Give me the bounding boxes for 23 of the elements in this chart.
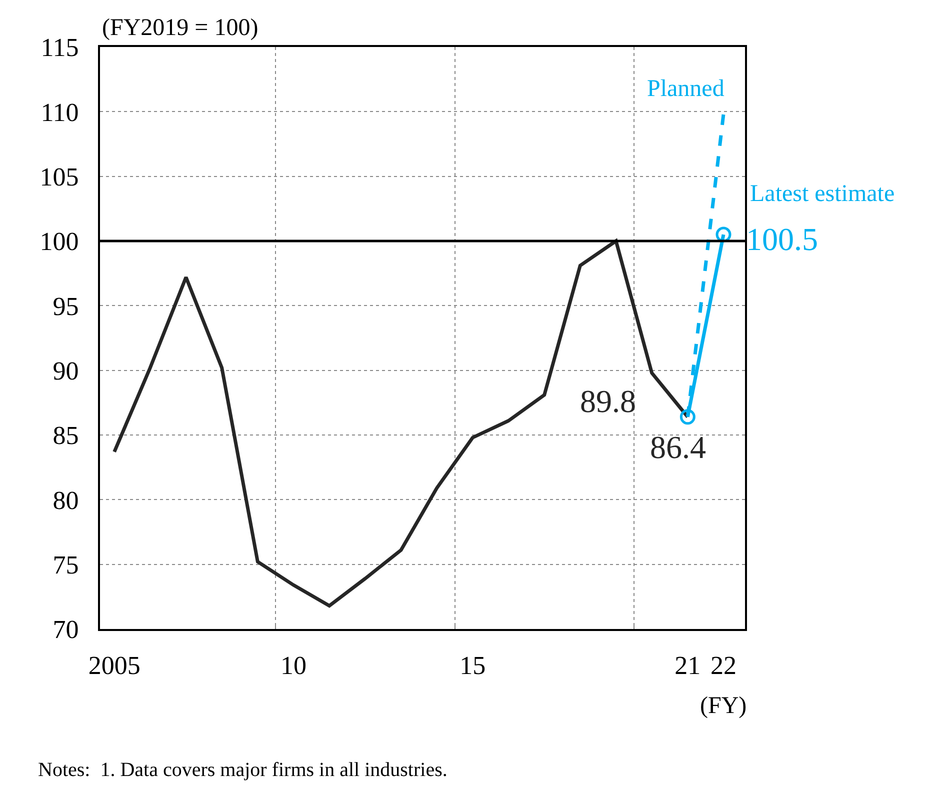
data-label: 89.8: [580, 383, 636, 419]
y-tick-label: 80: [52, 486, 79, 515]
x-tick-label: 21: [674, 651, 701, 680]
text: Notes: 1. Data covers major firms in all industries.: [38, 759, 448, 781]
y-tick-label: 85: [52, 421, 79, 450]
series-label: Planned: [647, 76, 724, 102]
x-tick-label: 15: [460, 651, 486, 680]
data-label: 86.4: [650, 429, 706, 465]
y-tick-label: 75: [52, 550, 79, 580]
data-label: 100.5: [746, 221, 818, 257]
x-tick-label: 10: [280, 651, 306, 680]
y-tick-label: 70: [52, 615, 79, 644]
y-tick-label: 110: [40, 98, 79, 127]
text: (FY): [700, 693, 747, 719]
y-tick-label: 100: [40, 227, 79, 256]
y-tick-label: 115: [40, 33, 79, 62]
series-label: Latest estimate: [750, 181, 895, 207]
x-tick-label: 2005: [88, 651, 140, 680]
y-tick-label: 95: [52, 292, 79, 321]
y-tick-label: 105: [40, 162, 79, 192]
x-tick-label: 22: [710, 651, 736, 680]
text: (FY2019 = 100): [102, 15, 258, 41]
y-tick-label: 90: [52, 356, 79, 386]
